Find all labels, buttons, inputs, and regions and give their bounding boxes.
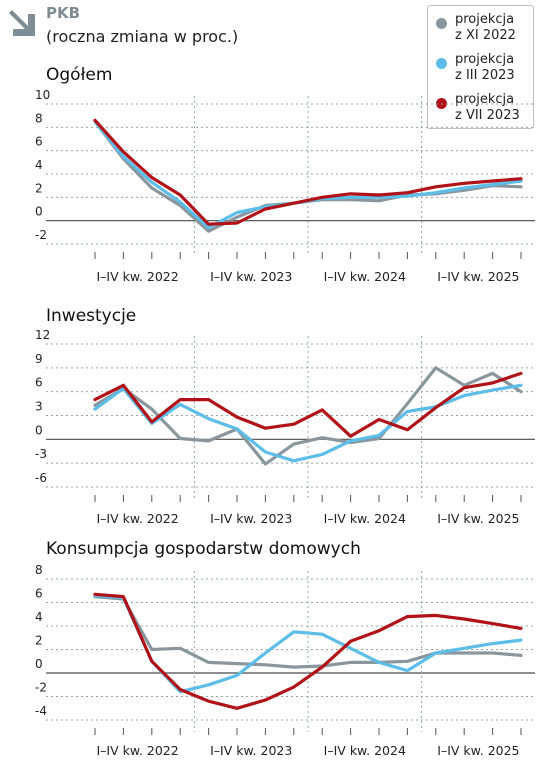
x-tick-label: I–IV kw. 2022 xyxy=(96,269,178,284)
x-tick-label: I–IV kw. 2022 xyxy=(96,743,178,758)
legend-marker xyxy=(436,18,447,29)
y-tick-label: 0 xyxy=(35,657,43,671)
x-tick-label: I–IV kw. 2025 xyxy=(437,511,519,526)
y-tick-label: -3 xyxy=(35,447,47,461)
y-tick-label: 8 xyxy=(35,111,43,125)
legend-label: projekcja z III 2023 xyxy=(455,52,515,83)
series-line xyxy=(93,371,523,438)
y-tick-label: 4 xyxy=(35,610,43,624)
x-tick-label: I–IV kw. 2022 xyxy=(96,511,178,526)
panel-title-ogolem: Ogółem xyxy=(46,65,113,85)
y-tick-label: 9 xyxy=(35,352,43,366)
y-tick-label: 6 xyxy=(35,376,43,390)
x-tick-label: I–IV kw. 2024 xyxy=(324,511,406,526)
legend-label: projekcja z XI 2022 xyxy=(455,12,516,43)
x-tick-label: I–IV kw. 2024 xyxy=(324,269,406,284)
legend-label: projekcja z VII 2023 xyxy=(455,92,520,123)
y-tick-label: 3 xyxy=(35,400,43,414)
series-line xyxy=(93,594,523,669)
y-tick-label: -2 xyxy=(35,681,47,695)
legend-item: projekcja z XI 2022 xyxy=(436,12,532,50)
x-tick-label: I–IV kw. 2023 xyxy=(210,743,292,758)
x-tick-label: I–IV kw. 2025 xyxy=(437,743,519,758)
y-tick-label: -6 xyxy=(35,471,47,485)
series-line xyxy=(93,118,523,226)
y-tick-label: 2 xyxy=(35,181,43,195)
y-tick-label: 10 xyxy=(35,88,50,102)
legend-item: projekcja z III 2023 xyxy=(436,52,532,90)
panel-title-konsumpcja: Konsumpcja gospodarstw domowych xyxy=(46,539,361,559)
y-tick-label: -4 xyxy=(35,704,47,718)
y-tick-label: 2 xyxy=(35,634,43,648)
legend-marker xyxy=(436,58,447,69)
y-tick-label: 6 xyxy=(35,587,43,601)
series-line xyxy=(93,383,523,463)
y-tick-label: 6 xyxy=(35,135,43,149)
chart-title: PKB xyxy=(46,4,81,22)
x-tick-label: I–IV kw. 2023 xyxy=(210,269,292,284)
series-line xyxy=(93,366,523,466)
y-tick-label: 12 xyxy=(35,328,50,342)
y-tick-label: 0 xyxy=(35,423,43,437)
x-tick-label: I–IV kw. 2023 xyxy=(210,511,292,526)
y-tick-label: 4 xyxy=(35,158,43,172)
y-tick-label: -2 xyxy=(35,228,47,242)
panel-title-inwestycje: Inwestycje xyxy=(46,306,137,326)
x-tick-label: I–IV kw. 2025 xyxy=(437,269,519,284)
y-tick-label: 8 xyxy=(35,563,43,577)
chart-subtitle: (roczna zmiana w proc.) xyxy=(46,27,239,46)
arrow-down-right-icon xyxy=(9,10,35,36)
series-line xyxy=(93,592,523,710)
y-tick-label: 0 xyxy=(35,205,43,219)
x-tick-label: I–IV kw. 2024 xyxy=(324,743,406,758)
